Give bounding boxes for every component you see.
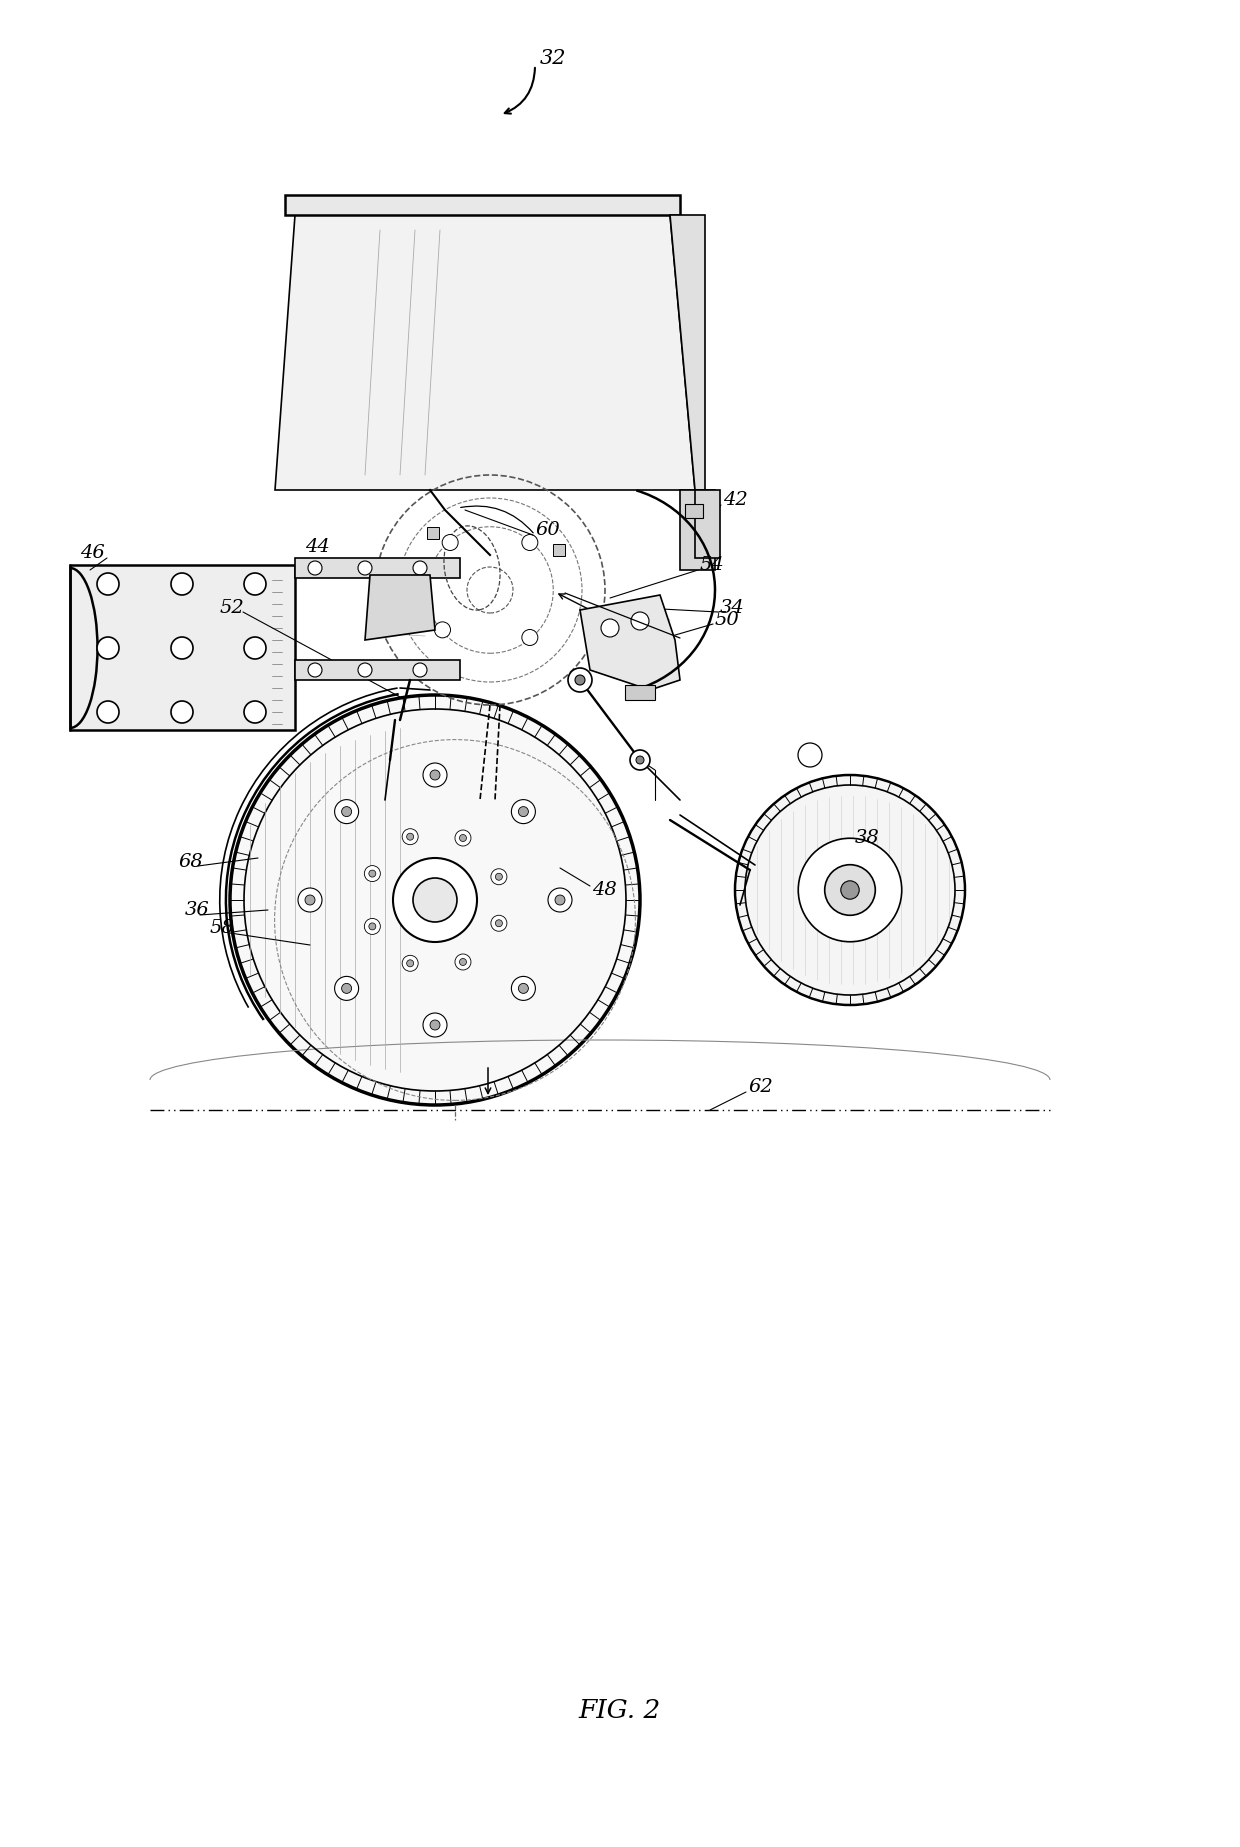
Circle shape (443, 534, 458, 550)
Circle shape (97, 637, 119, 659)
Text: 60: 60 (534, 521, 559, 539)
Circle shape (365, 866, 381, 881)
Circle shape (522, 630, 538, 645)
Circle shape (423, 763, 446, 787)
Circle shape (841, 881, 859, 899)
Polygon shape (684, 504, 703, 517)
Circle shape (518, 983, 528, 994)
Circle shape (460, 835, 466, 842)
Circle shape (368, 924, 376, 929)
Circle shape (244, 573, 267, 595)
Polygon shape (680, 489, 715, 571)
Circle shape (413, 561, 427, 574)
Text: 50: 50 (715, 611, 740, 630)
Circle shape (171, 637, 193, 659)
Circle shape (491, 868, 507, 885)
Text: 38: 38 (856, 829, 879, 848)
Circle shape (430, 1020, 440, 1031)
Circle shape (171, 702, 193, 722)
Circle shape (244, 637, 267, 659)
Circle shape (97, 573, 119, 595)
Polygon shape (553, 545, 565, 556)
Circle shape (631, 611, 649, 630)
Polygon shape (285, 196, 680, 214)
Text: 36: 36 (185, 901, 210, 920)
Circle shape (556, 896, 565, 905)
Circle shape (491, 916, 507, 931)
Circle shape (402, 955, 418, 972)
Circle shape (341, 983, 352, 994)
Circle shape (799, 839, 901, 942)
Polygon shape (69, 565, 295, 730)
Circle shape (413, 663, 427, 678)
Text: 54: 54 (701, 556, 724, 574)
Circle shape (393, 859, 477, 942)
Circle shape (455, 829, 471, 846)
Circle shape (601, 619, 619, 637)
Circle shape (460, 959, 466, 966)
Circle shape (636, 755, 644, 765)
Circle shape (799, 742, 822, 767)
Circle shape (368, 870, 376, 877)
Text: 68: 68 (179, 853, 203, 872)
Polygon shape (295, 558, 460, 578)
Circle shape (308, 561, 322, 574)
Text: 46: 46 (81, 545, 104, 561)
Circle shape (335, 800, 358, 824)
Circle shape (455, 955, 471, 970)
Circle shape (335, 977, 358, 1001)
Circle shape (358, 663, 372, 678)
Circle shape (308, 663, 322, 678)
Circle shape (423, 1012, 446, 1036)
Polygon shape (365, 574, 435, 641)
Text: 34: 34 (720, 598, 745, 617)
Polygon shape (275, 214, 694, 489)
Polygon shape (625, 685, 655, 700)
Circle shape (548, 888, 572, 912)
Circle shape (365, 918, 381, 935)
Circle shape (496, 920, 502, 927)
Text: 48: 48 (591, 881, 616, 899)
Text: 32: 32 (539, 48, 567, 68)
Polygon shape (670, 214, 706, 489)
Circle shape (341, 807, 352, 816)
Polygon shape (694, 489, 720, 558)
Circle shape (735, 776, 965, 1005)
Text: 52: 52 (219, 598, 244, 617)
Circle shape (402, 829, 418, 844)
Circle shape (575, 674, 585, 685)
Circle shape (511, 977, 536, 1001)
Circle shape (630, 750, 650, 770)
Circle shape (358, 561, 372, 574)
Circle shape (244, 702, 267, 722)
Circle shape (430, 770, 440, 779)
Circle shape (305, 896, 315, 905)
Circle shape (496, 874, 502, 881)
Circle shape (97, 702, 119, 722)
Circle shape (413, 877, 458, 922)
Polygon shape (580, 595, 680, 691)
Text: 44: 44 (305, 537, 330, 556)
Polygon shape (295, 659, 460, 680)
Polygon shape (428, 528, 439, 539)
Circle shape (171, 573, 193, 595)
Circle shape (407, 960, 414, 966)
Circle shape (434, 622, 450, 637)
Text: FIG. 2: FIG. 2 (579, 1697, 661, 1723)
Text: 42: 42 (723, 491, 748, 510)
Circle shape (229, 694, 640, 1105)
Text: 62: 62 (748, 1079, 773, 1095)
Circle shape (522, 534, 538, 550)
Circle shape (298, 888, 322, 912)
Circle shape (518, 807, 528, 816)
Circle shape (511, 800, 536, 824)
Text: 58: 58 (210, 920, 234, 936)
Circle shape (407, 833, 414, 840)
Circle shape (568, 669, 591, 693)
Circle shape (825, 864, 875, 916)
